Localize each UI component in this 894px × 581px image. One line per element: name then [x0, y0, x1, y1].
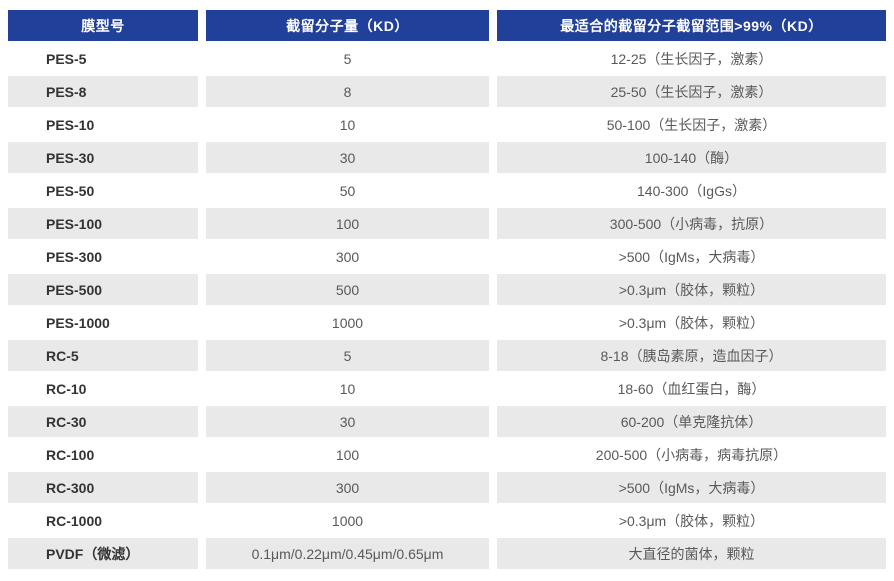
mwco-cell: 5 — [206, 340, 489, 371]
model-cell: PES-1000 — [8, 307, 198, 338]
mwco-cell: 100 — [206, 208, 489, 239]
range-cell: >0.3μm（胶体，颗粒） — [497, 274, 886, 305]
range-cell: 140-300（IgGs） — [497, 175, 886, 206]
column-header-mwco: 截留分子量（KD） — [206, 10, 489, 41]
range-cell: 18-60（血红蛋白，酶） — [497, 373, 886, 404]
range-cell: >500（IgMs，大病毒） — [497, 241, 886, 272]
table-row: RC-300 300 >500（IgMs，大病毒） — [8, 472, 886, 503]
mwco-cell: 0.1μm/0.22μm/0.45μm/0.65μm — [206, 538, 489, 569]
model-cell: PVDF（微滤） — [8, 538, 198, 569]
table-row: PES-8 8 25-50（生长因子，激素） — [8, 76, 886, 107]
mwco-cell: 1000 — [206, 307, 489, 338]
model-cell: PES-5 — [8, 43, 198, 74]
header-row: 膜型号 截留分子量（KD） 最适合的截留分子截留范围>99%（KD） — [8, 10, 886, 41]
column-header-range: 最适合的截留分子截留范围>99%（KD） — [497, 10, 886, 41]
range-cell: 300-500（小病毒，抗原） — [497, 208, 886, 239]
mwco-cell: 300 — [206, 241, 489, 272]
range-cell: >500（IgMs，大病毒） — [497, 472, 886, 503]
range-cell: 大直径的菌体，颗粒 — [497, 538, 886, 569]
model-cell: RC-30 — [8, 406, 198, 437]
range-cell: >0.3μm（胶体，颗粒） — [497, 505, 886, 536]
model-cell: RC-1000 — [8, 505, 198, 536]
model-cell: PES-10 — [8, 109, 198, 140]
model-cell: PES-30 — [8, 142, 198, 173]
table-row: PES-500 500 >0.3μm（胶体，颗粒） — [8, 274, 886, 305]
mwco-cell: 10 — [206, 109, 489, 140]
range-cell: 100-140（酶） — [497, 142, 886, 173]
table-row: RC-10 10 18-60（血红蛋白，酶） — [8, 373, 886, 404]
table-header: 膜型号 截留分子量（KD） 最适合的截留分子截留范围>99%（KD） — [8, 10, 886, 41]
table-row: RC-30 30 60-200（单克隆抗体） — [8, 406, 886, 437]
membrane-spec-table: 膜型号 截留分子量（KD） 最适合的截留分子截留范围>99%（KD） PES-5… — [0, 8, 894, 571]
column-header-model: 膜型号 — [8, 10, 198, 41]
table-row: PES-300 300 >500（IgMs，大病毒） — [8, 241, 886, 272]
table-body: PES-5 5 12-25（生长因子，激素） PES-8 8 25-50（生长因… — [8, 43, 886, 569]
model-cell: PES-50 — [8, 175, 198, 206]
range-cell: 25-50（生长因子，激素） — [497, 76, 886, 107]
table-row: PES-50 50 140-300（IgGs） — [8, 175, 886, 206]
range-cell: 60-200（单克隆抗体） — [497, 406, 886, 437]
model-cell: PES-300 — [8, 241, 198, 272]
range-cell: 200-500（小病毒，病毒抗原） — [497, 439, 886, 470]
mwco-cell: 5 — [206, 43, 489, 74]
mwco-cell: 30 — [206, 142, 489, 173]
model-cell: RC-100 — [8, 439, 198, 470]
mwco-cell: 50 — [206, 175, 489, 206]
table-row: RC-100 100 200-500（小病毒，病毒抗原） — [8, 439, 886, 470]
mwco-cell: 1000 — [206, 505, 489, 536]
model-cell: PES-100 — [8, 208, 198, 239]
table-row: RC-1000 1000 >0.3μm（胶体，颗粒） — [8, 505, 886, 536]
model-cell: RC-10 — [8, 373, 198, 404]
table-row: PES-30 30 100-140（酶） — [8, 142, 886, 173]
model-cell: RC-300 — [8, 472, 198, 503]
mwco-cell: 100 — [206, 439, 489, 470]
mwco-cell: 10 — [206, 373, 489, 404]
range-cell: >0.3μm（胶体，颗粒） — [497, 307, 886, 338]
table-row: PES-1000 1000 >0.3μm（胶体，颗粒） — [8, 307, 886, 338]
table-row: PVDF（微滤） 0.1μm/0.22μm/0.45μm/0.65μm 大直径的… — [8, 538, 886, 569]
range-cell: 12-25（生长因子，激素） — [497, 43, 886, 74]
mwco-cell: 300 — [206, 472, 489, 503]
table-row: RC-5 5 8-18（胰岛素原，造血因子） — [8, 340, 886, 371]
mwco-cell: 8 — [206, 76, 489, 107]
mwco-cell: 30 — [206, 406, 489, 437]
mwco-cell: 500 — [206, 274, 489, 305]
table-row: PES-5 5 12-25（生长因子，激素） — [8, 43, 886, 74]
table-row: PES-10 10 50-100（生长因子，激素） — [8, 109, 886, 140]
range-cell: 8-18（胰岛素原，造血因子） — [497, 340, 886, 371]
model-cell: PES-8 — [8, 76, 198, 107]
model-cell: PES-500 — [8, 274, 198, 305]
model-cell: RC-5 — [8, 340, 198, 371]
range-cell: 50-100（生长因子，激素） — [497, 109, 886, 140]
table-row: PES-100 100 300-500（小病毒，抗原） — [8, 208, 886, 239]
